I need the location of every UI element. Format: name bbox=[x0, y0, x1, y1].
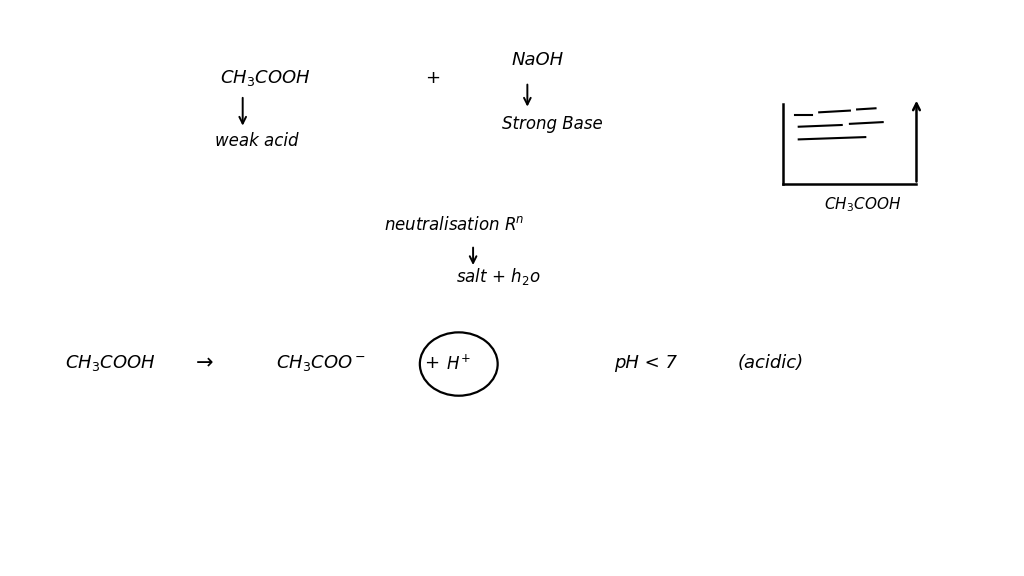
Text: CH$_3$COOH: CH$_3$COOH bbox=[824, 195, 901, 214]
Text: Strong Base: Strong Base bbox=[502, 115, 602, 133]
Text: weak acid: weak acid bbox=[215, 132, 299, 150]
Text: CH$_3$COOH: CH$_3$COOH bbox=[65, 353, 156, 373]
Text: salt + h$_2$o: salt + h$_2$o bbox=[456, 266, 541, 287]
Text: NaOH: NaOH bbox=[512, 51, 564, 70]
Text: CH$_3$COOH: CH$_3$COOH bbox=[220, 68, 311, 88]
Text: (acidic): (acidic) bbox=[737, 354, 804, 372]
Text: H$^+$: H$^+$ bbox=[446, 354, 471, 374]
Text: pH < 7: pH < 7 bbox=[614, 354, 678, 372]
Text: +: + bbox=[425, 69, 440, 87]
Text: CH$_3$COO$^-$: CH$_3$COO$^-$ bbox=[276, 353, 366, 373]
Text: →: → bbox=[196, 353, 214, 373]
Text: +: + bbox=[424, 354, 439, 372]
Text: neutralisation R$^n$: neutralisation R$^n$ bbox=[384, 215, 524, 234]
